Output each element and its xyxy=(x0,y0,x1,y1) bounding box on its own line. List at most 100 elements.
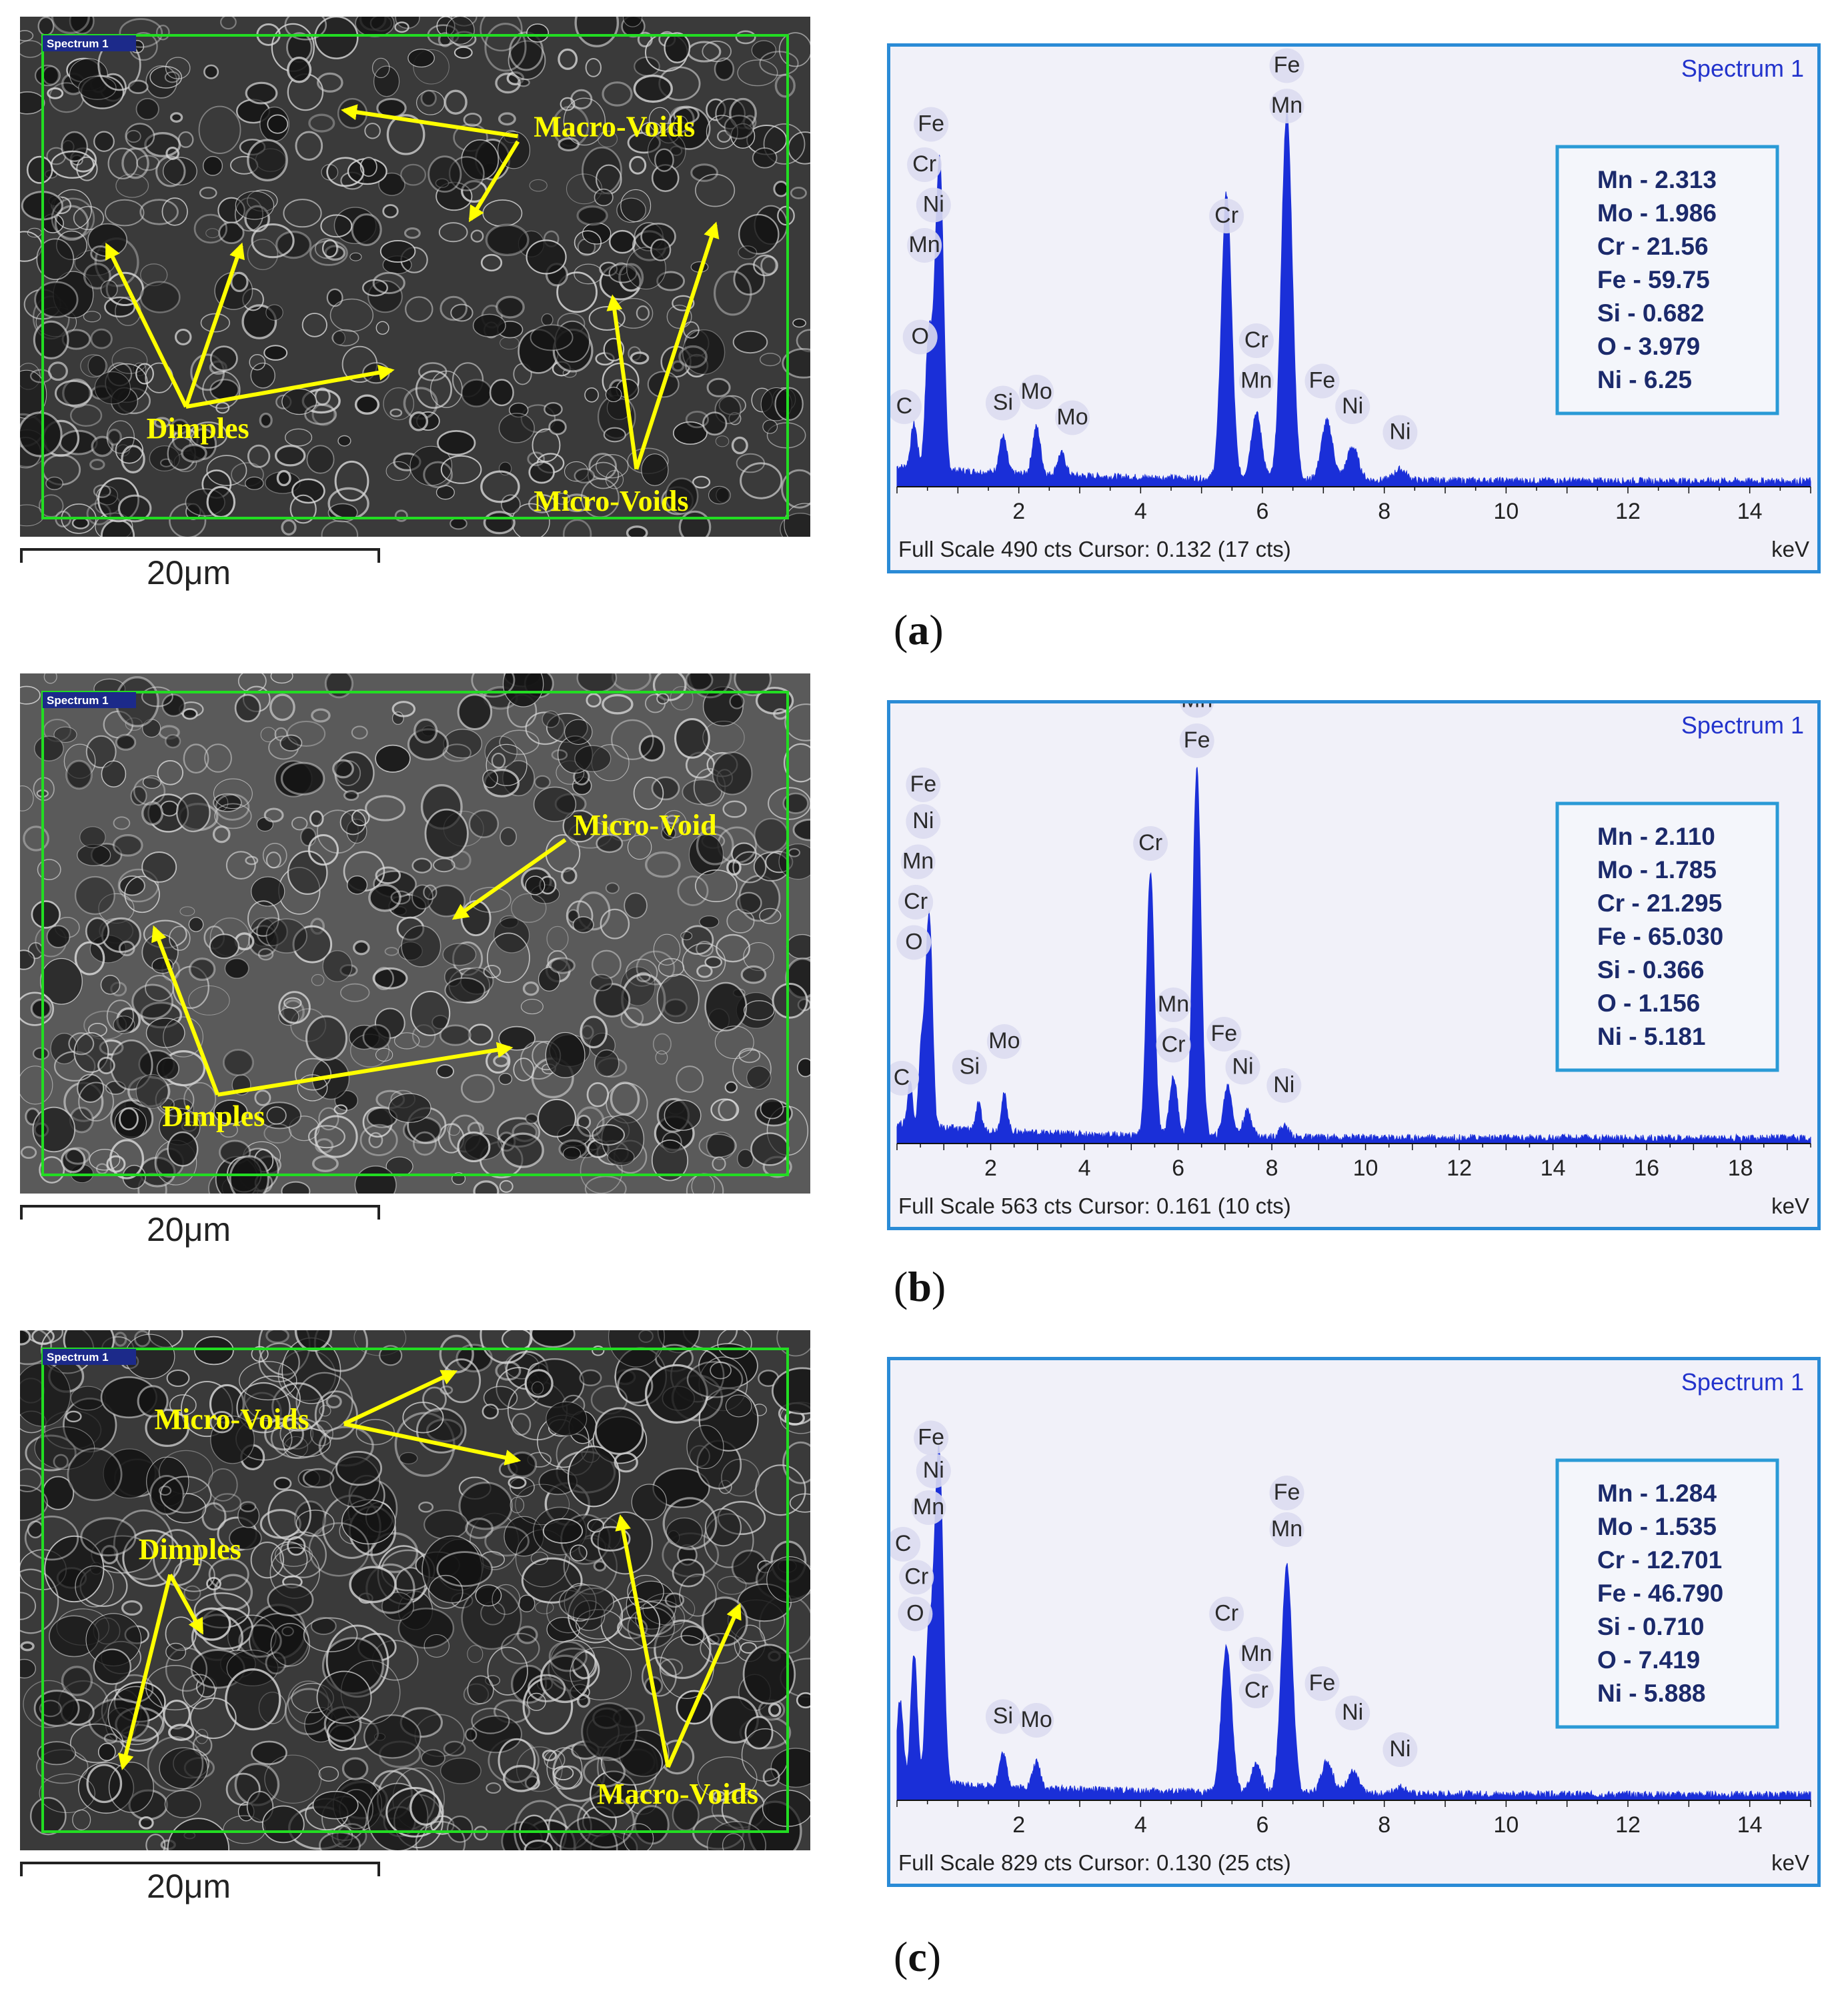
composition-entry: Cr - 21.295 xyxy=(1597,889,1722,917)
composition-entry: Ni - 5.181 xyxy=(1597,1023,1705,1050)
peak-label: Si xyxy=(985,1699,1020,1734)
composition-entry: Ni - 6.25 xyxy=(1597,366,1692,393)
caption-a: (a) xyxy=(894,606,944,653)
x-tick-label: 6 xyxy=(1256,1812,1269,1838)
peak-label: O xyxy=(896,925,932,960)
panel-a: Spectrum 1 Macro-Voids Dimples Micro-Voids … xyxy=(0,0,1848,667)
x-tick-label: 4 xyxy=(1134,1812,1147,1838)
x-tick-label: 2 xyxy=(1012,499,1025,524)
spectrum-title: Spectrum 1 xyxy=(1681,711,1804,739)
x-axis-unit: keV xyxy=(1771,1194,1809,1218)
annotation-arrow xyxy=(451,838,567,920)
spectrum-tag: Spectrum 1 xyxy=(47,694,109,707)
sem-image-c: Spectrum 1 Micro-Voids Dimples Macro-Voids xyxy=(20,1330,810,1850)
peak-label: Si xyxy=(985,385,1020,421)
x-tick-label: 8 xyxy=(1378,1812,1391,1838)
svg-text:O: O xyxy=(906,1601,924,1626)
svg-text:Mo: Mo xyxy=(988,1028,1020,1054)
svg-text:Cr: Cr xyxy=(1162,1032,1186,1058)
svg-text:Mn: Mn xyxy=(1271,1516,1302,1542)
spectrum-frame xyxy=(41,34,789,519)
x-tick-label: 18 xyxy=(1728,1156,1753,1181)
peak-label: Fe xyxy=(1304,363,1340,399)
svg-text:Fe: Fe xyxy=(1274,1480,1300,1505)
svg-text:Cr: Cr xyxy=(1138,830,1162,855)
composition-entry: O - 7.419 xyxy=(1597,1646,1700,1674)
x-tick-label: 8 xyxy=(1378,499,1391,524)
x-tick-label: 12 xyxy=(1615,1812,1641,1838)
spectrum-trace xyxy=(896,109,1811,487)
x-tick-label: 12 xyxy=(1615,499,1641,524)
panel-c: Spectrum 1 Micro-Voids Dimples Macro-Voids … xyxy=(0,1314,1848,2000)
composition-entry: O - 1.156 xyxy=(1597,989,1700,1017)
peak-label: Fe xyxy=(1304,1666,1340,1701)
svg-text:Fe: Fe xyxy=(918,1425,944,1450)
peak-label: Ni xyxy=(1225,1050,1260,1085)
svg-text:Cr: Cr xyxy=(912,151,936,177)
peak-label: Cr xyxy=(907,147,942,182)
spectrum-tag-bg xyxy=(43,1349,136,1365)
annotation-arrow xyxy=(117,1574,173,1770)
svg-text:Mn: Mn xyxy=(1181,703,1212,713)
spectrum-footer: Full Scale 563 cts Cursor: 0.161 (10 cts… xyxy=(898,1194,1291,1218)
x-tick-label: 4 xyxy=(1134,499,1147,524)
peak-label: Ni xyxy=(916,1454,951,1488)
annotation-arrow xyxy=(634,221,720,470)
peak-label: Ni xyxy=(906,804,941,839)
x-tick-label: 14 xyxy=(1737,1812,1763,1838)
svg-text:Mo: Mo xyxy=(1021,1707,1052,1732)
peak-label: Mn xyxy=(1156,987,1191,1022)
annotation-arrow xyxy=(105,242,188,408)
scale-label-a: 20μm xyxy=(147,554,231,591)
composition-entry: Cr - 12.701 xyxy=(1597,1546,1722,1574)
scale-label-b: 20μm xyxy=(147,1211,231,1248)
composition-entry: Mo - 1.535 xyxy=(1597,1513,1717,1540)
annotation-arrow xyxy=(151,925,220,1096)
spectrum-tag: Spectrum 1 xyxy=(47,37,109,50)
peak-label: Mn xyxy=(1269,1512,1304,1547)
sem-texture xyxy=(20,17,810,537)
sem-texture xyxy=(20,673,810,1194)
peak-label: Ni xyxy=(1335,1696,1370,1730)
annotation-label: Micro-Voids xyxy=(534,485,688,517)
peak-label: Mn xyxy=(1238,363,1274,399)
peak-label: Ni xyxy=(1335,389,1370,424)
composition-entry: Mo - 1.785 xyxy=(1597,856,1717,883)
annotation-label: Dimples xyxy=(162,1100,265,1133)
annotation-arrow xyxy=(666,1603,742,1768)
peak-label: Ni xyxy=(1382,415,1418,450)
peak-label: Mn xyxy=(911,1490,946,1525)
sem-image-a: Spectrum 1 Macro-Voids Dimples Micro-Voids xyxy=(20,17,810,537)
peak-label: Cr xyxy=(1133,826,1168,861)
svg-text:Fe: Fe xyxy=(910,771,936,797)
composition-entry: Fe - 59.75 xyxy=(1597,266,1710,293)
peak-label: C xyxy=(890,389,922,424)
x-tick-label: 2 xyxy=(984,1156,997,1181)
svg-text:Mn: Mn xyxy=(1240,1641,1272,1666)
sem-image-b: Spectrum 1 Micro-Void Dimples xyxy=(20,673,810,1194)
svg-text:O: O xyxy=(911,324,928,349)
svg-text:Mn: Mn xyxy=(1271,93,1302,118)
x-tick-label: 8 xyxy=(1266,1156,1278,1181)
svg-text:Cr: Cr xyxy=(1214,1601,1238,1626)
peak-label: Mo xyxy=(986,1024,1022,1059)
svg-text:O: O xyxy=(905,929,922,955)
peak-label: Fe xyxy=(914,107,949,142)
peak-label: Ni xyxy=(1382,1732,1418,1767)
x-tick-label: 16 xyxy=(1634,1156,1659,1181)
x-axis-unit: keV xyxy=(1771,537,1809,561)
svg-text:Cr: Cr xyxy=(1214,203,1238,228)
peak-label: C xyxy=(890,1061,920,1096)
spectrum-footer: Full Scale 490 cts Cursor: 0.132 (17 cts… xyxy=(898,537,1291,561)
peak-label: Cr xyxy=(1238,323,1274,358)
annotation-arrow xyxy=(184,242,245,407)
svg-text:Fe: Fe xyxy=(1184,727,1210,753)
peak-label: Cr xyxy=(1156,1028,1191,1063)
svg-text:C: C xyxy=(894,1065,910,1090)
annotation-arrow xyxy=(343,1422,522,1466)
spectrum-tag-bg xyxy=(43,35,136,51)
peak-label: Mn xyxy=(1269,89,1304,123)
composition-entry: Mn - 2.110 xyxy=(1597,823,1715,850)
spectrum-title: Spectrum 1 xyxy=(1681,55,1804,82)
svg-text:Ni: Ni xyxy=(1273,1072,1294,1098)
